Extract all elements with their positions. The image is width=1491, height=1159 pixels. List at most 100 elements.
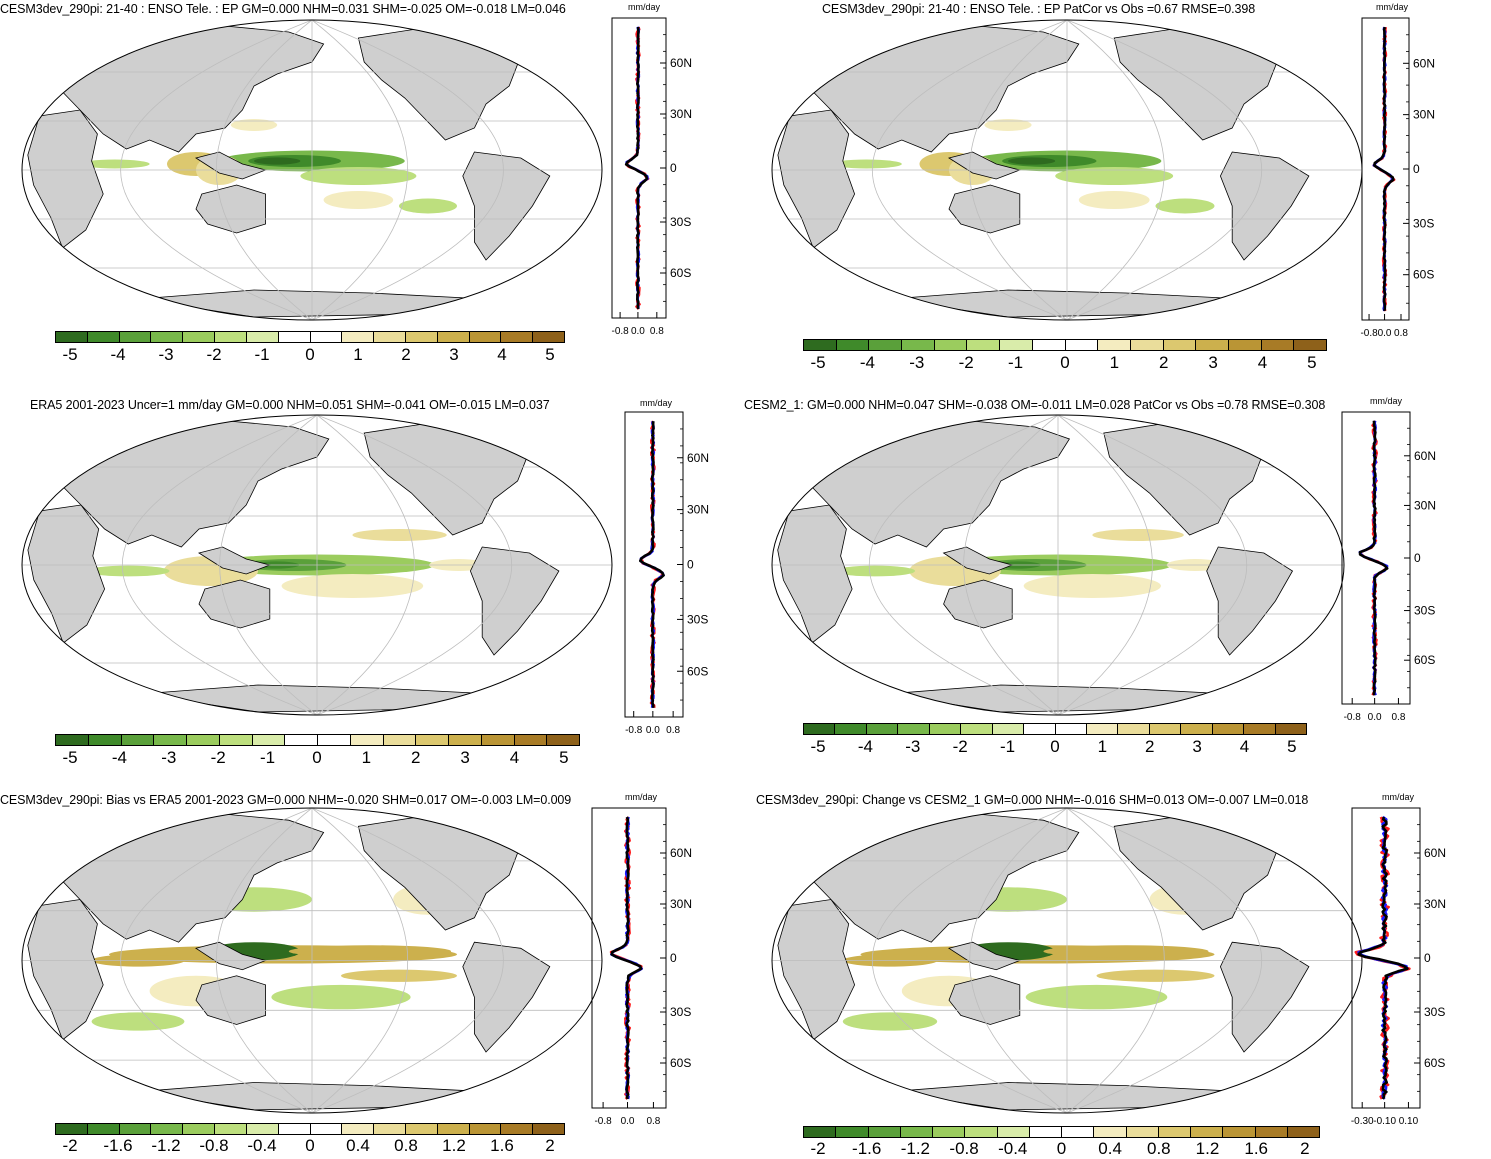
longitude-gridline bbox=[311, 20, 504, 320]
longitude-gridline bbox=[1057, 415, 1248, 715]
colorbar-tick-label: 2 bbox=[1145, 737, 1155, 756]
colorbar-tick-label: -2 bbox=[810, 1139, 826, 1158]
colorbar-swatch bbox=[1196, 340, 1229, 350]
map-body bbox=[21, 414, 613, 716]
colorbar-swatch bbox=[87, 332, 120, 342]
longitude-gridline bbox=[963, 415, 1059, 715]
latitude-tick-label: 30N bbox=[1414, 498, 1436, 512]
colorbar-tick-label: 0 bbox=[1060, 353, 1070, 372]
colorbar-swatch bbox=[1055, 724, 1087, 734]
colorbar bbox=[55, 1123, 565, 1135]
map-body bbox=[771, 19, 1363, 321]
precip-anomaly-region bbox=[1043, 945, 1209, 958]
colorbar-swatch bbox=[151, 1124, 184, 1134]
longitude-gridline bbox=[120, 20, 313, 320]
colorbar-tick-label: 0 bbox=[1050, 737, 1060, 756]
colorbar-swatch bbox=[1029, 1127, 1062, 1137]
x-tick-label: -0.8 bbox=[1360, 328, 1378, 339]
colorbar-swatch bbox=[1126, 1127, 1159, 1137]
colorbar-swatch bbox=[215, 332, 247, 342]
colorbar-swatch bbox=[469, 1124, 502, 1134]
colorbar-swatch bbox=[350, 735, 384, 745]
land-mass bbox=[777, 899, 856, 1041]
precip-anomaly-region bbox=[271, 984, 411, 1010]
colorbar-swatch bbox=[836, 340, 870, 350]
colorbar-swatch bbox=[405, 1124, 438, 1134]
colorbar-swatch bbox=[902, 340, 935, 350]
colorbar-swatch bbox=[1024, 724, 1056, 734]
zonal-mean-profile: 60N 30N 0 30S 60S -0.8 0.0 0.8 bbox=[1360, 17, 1435, 339]
colorbar-swatch bbox=[804, 724, 836, 734]
colorbar-tick-label: -2 bbox=[958, 353, 974, 372]
colorbar-swatch bbox=[342, 1124, 375, 1134]
precip-anomaly-region bbox=[399, 198, 457, 214]
colorbar-swatch bbox=[961, 724, 993, 734]
colorbar-tick-label: 3 bbox=[460, 748, 470, 767]
longitude-gridline bbox=[316, 415, 513, 715]
longitude-gridline bbox=[316, 415, 415, 715]
colorbar-swatch bbox=[437, 1124, 470, 1134]
precip-anomaly-region bbox=[281, 574, 424, 598]
colorbar-tick-label: -5 bbox=[62, 748, 78, 767]
colorbar-swatch bbox=[151, 332, 184, 342]
x-tick-label: -0.10 bbox=[1373, 1116, 1396, 1127]
colorbar-swatch bbox=[1163, 340, 1197, 350]
colorbar-tick-label: 1.2 bbox=[1195, 1139, 1220, 1158]
colorbar-tick-label: -3 bbox=[909, 353, 925, 372]
zonal-profile-plot: 60N 30N 0 30S 60S -0.30 -0.10 0.10 bbox=[1351, 807, 1446, 1127]
colorbar-tick-label: 3 bbox=[1208, 353, 1218, 372]
panel-title: CESM3dev_290pi: 21-40 : ENSO Tele. : EP … bbox=[0, 2, 566, 16]
colorbar-tick-label: 1 bbox=[1109, 353, 1120, 372]
colorbar-swatch bbox=[1212, 724, 1245, 734]
colorbar-swatch bbox=[56, 1124, 88, 1134]
map-outline bbox=[21, 414, 613, 716]
colorbar-tick-label: -0.4 bbox=[247, 1136, 277, 1155]
x-tick-label: -0.8 bbox=[594, 1116, 612, 1127]
precip-anomaly-region bbox=[842, 1012, 938, 1031]
panel-title: ERA5 2001-2023 Uncer=1 mm/day GM=0.000 N… bbox=[30, 398, 550, 412]
colorbar bbox=[55, 734, 580, 746]
colorbar-swatch bbox=[278, 332, 311, 342]
latitude-tick-label: 60N bbox=[670, 56, 692, 70]
colorbar-swatch bbox=[933, 1127, 966, 1137]
zonal-mean-series bbox=[1357, 816, 1409, 1100]
latitude-tick-label: 60N bbox=[1414, 449, 1436, 463]
precip-anomaly-region bbox=[1025, 984, 1168, 1010]
x-tick-label: -0.8 bbox=[625, 725, 643, 736]
latitude-tick-label: 0 bbox=[670, 951, 677, 965]
colorbar-tick-label: 5 bbox=[1307, 353, 1317, 372]
colorbar-swatch bbox=[533, 1124, 564, 1134]
colorbar-swatch bbox=[934, 340, 968, 350]
longitude-gridline bbox=[311, 808, 504, 1113]
colorbar bbox=[803, 723, 1307, 735]
map-outline bbox=[21, 19, 603, 321]
colorbar-tick-label: 4 bbox=[1257, 353, 1268, 372]
colorbar-swatch bbox=[56, 332, 88, 342]
world-map bbox=[771, 414, 1345, 716]
panel-title: CESM2_1: GM=0.000 NHM=0.047 SHM=-0.038 O… bbox=[744, 398, 1326, 412]
colorbar-tick-label: 4 bbox=[509, 748, 520, 767]
colorbar-labels: -5 -4 -3 -2 -1 0 1 2 3 4 5 bbox=[52, 748, 582, 768]
latitude-tick-label: 30S bbox=[1424, 1005, 1445, 1019]
panel-title: CESM3dev_290pi: Change vs CESM2_1 GM=0.0… bbox=[756, 793, 1309, 807]
colorbar-swatch bbox=[1118, 724, 1150, 734]
colorbar-swatch bbox=[1130, 340, 1164, 350]
land-mass bbox=[56, 813, 325, 943]
colorbar-swatch bbox=[965, 1127, 998, 1137]
x-tick-label: 0.8 bbox=[666, 725, 680, 736]
world-map bbox=[21, 414, 613, 716]
colorbar-tick-label: 3 bbox=[1192, 737, 1202, 756]
latitude-tick-label: 60S bbox=[687, 664, 708, 678]
precip-anomaly-region bbox=[1155, 198, 1215, 214]
latitude-tick-label: 30N bbox=[1413, 108, 1435, 122]
precip-anomaly-region bbox=[254, 157, 301, 165]
colorbar-swatch bbox=[514, 735, 548, 745]
colorbar-tick-label: -2 bbox=[62, 1136, 78, 1155]
colorbar-swatch bbox=[342, 332, 375, 342]
colorbar-swatch bbox=[997, 1127, 1030, 1137]
map-body bbox=[771, 414, 1345, 716]
colorbar-tick-label: 0.4 bbox=[346, 1136, 370, 1155]
latitude-tick-label: 60N bbox=[1424, 846, 1446, 860]
